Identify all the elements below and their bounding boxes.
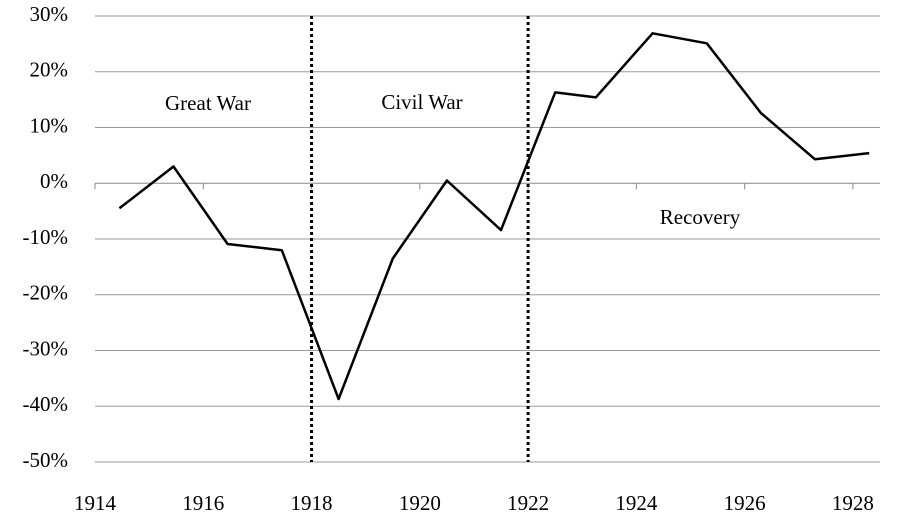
y-tick-label: 10% bbox=[30, 113, 69, 137]
x-tick-label: 1918 bbox=[291, 491, 333, 515]
annotation: Great War bbox=[165, 91, 251, 115]
x-tick-label: 1920 bbox=[399, 491, 441, 515]
x-tick-label: 1922 bbox=[507, 491, 549, 515]
x-tick-label: 1916 bbox=[182, 491, 224, 515]
x-tick-label: 1914 bbox=[74, 491, 117, 515]
y-tick-label: 20% bbox=[30, 58, 69, 82]
annotation: Recovery bbox=[660, 205, 741, 229]
annotation: Civil War bbox=[381, 90, 462, 114]
y-tick-label: 0% bbox=[40, 169, 68, 193]
y-tick-label: -30% bbox=[23, 336, 69, 360]
x-tick-label: 1924 bbox=[615, 491, 658, 515]
x-tick-label: 1928 bbox=[832, 491, 874, 515]
y-tick-label: 30% bbox=[30, 2, 69, 26]
data-line bbox=[118, 32, 870, 401]
y-tick-label: -10% bbox=[23, 225, 69, 249]
x-tick-label: 1926 bbox=[724, 491, 766, 515]
y-tick-label: -20% bbox=[23, 281, 69, 305]
y-tick-label: -40% bbox=[23, 392, 69, 416]
y-tick-label: -50% bbox=[23, 448, 69, 472]
